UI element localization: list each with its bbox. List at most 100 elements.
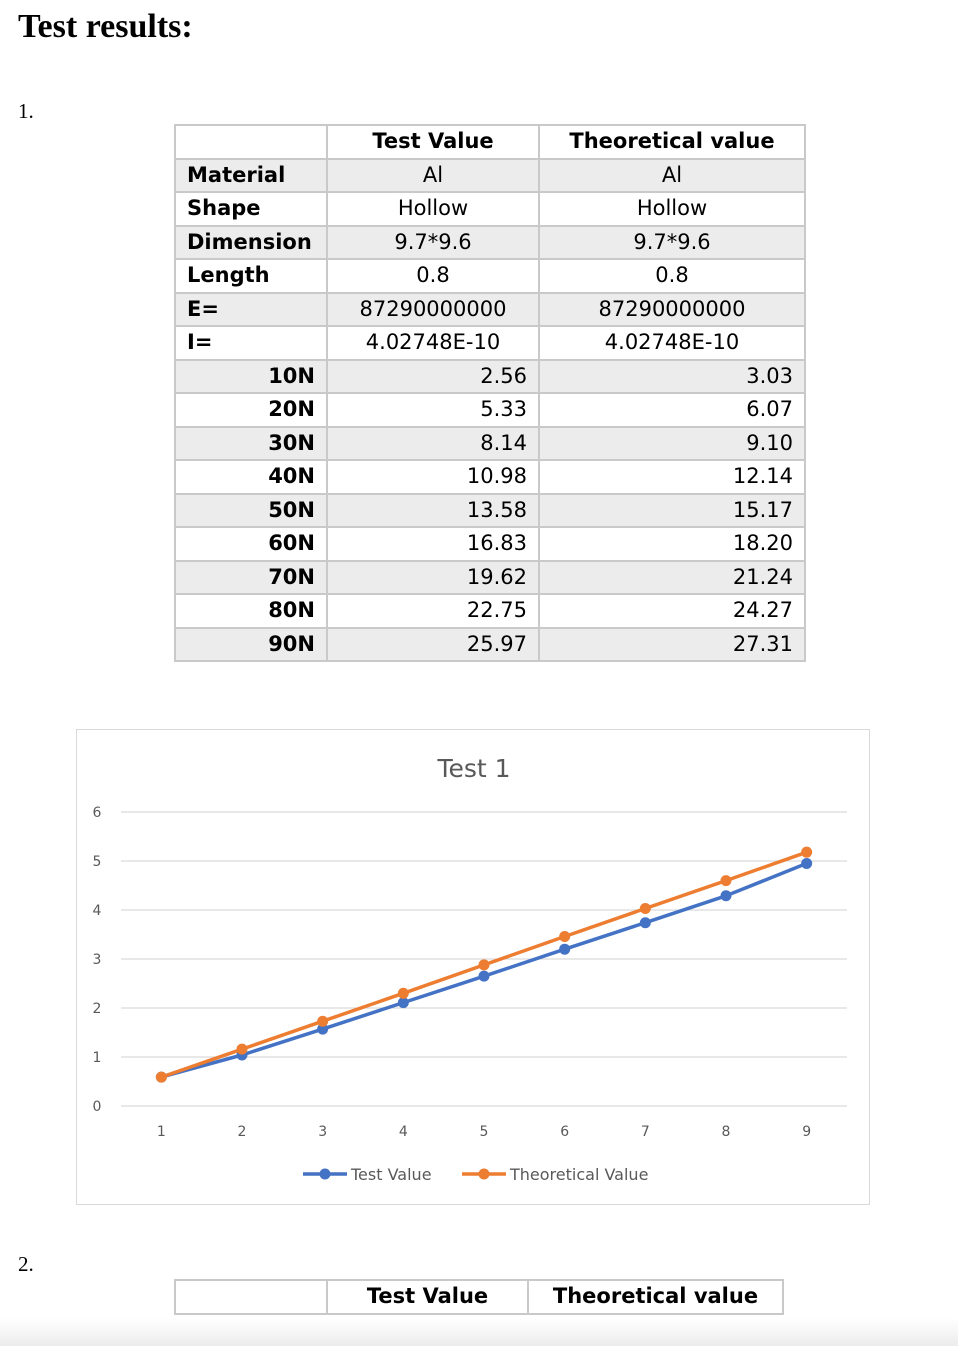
data-point	[720, 875, 732, 887]
force-label: 70N	[174, 559, 328, 595]
table-row: 20N 5.33 6.07	[174, 392, 806, 428]
x-tick-label: 1	[157, 1124, 166, 1140]
header-cell-empty	[174, 124, 328, 160]
chart-svg: Test 1 0 1 2 3 4 5 6 1 2 3 4 5 6 7 8 9 Test Value Theor…	[93, 754, 847, 1184]
row-label: Length	[174, 258, 328, 294]
data-point	[801, 857, 813, 869]
theoretical-value-cell: 15.17	[538, 492, 806, 528]
force-label: 90N	[174, 626, 328, 662]
table-row: Length 0.8 0.8	[174, 258, 806, 294]
y-tick-label: 0	[93, 1099, 102, 1115]
theoretical-value-cell: 24.27	[538, 593, 806, 629]
y-tick-label: 3	[93, 952, 102, 968]
item-number-1: 1.	[18, 99, 34, 123]
force-label: 30N	[174, 425, 328, 461]
data-point	[397, 997, 409, 1009]
data-point	[155, 1071, 167, 1083]
series-layer	[155, 846, 813, 1083]
x-tick-label: 8	[722, 1124, 731, 1140]
table-row: Shape Hollow Hollow	[174, 191, 806, 227]
force-label: 10N	[174, 358, 328, 394]
theoretical-value-cell: 0.8	[538, 258, 806, 294]
page-heading: Test results:	[18, 8, 193, 45]
legend-item: Theoretical Value	[462, 1165, 648, 1184]
test-value-cell: Hollow	[326, 191, 540, 227]
header-theoretical-value: Theoretical value	[527, 1279, 784, 1315]
force-label: 60N	[174, 526, 328, 562]
x-tick-label: 5	[480, 1124, 489, 1140]
legend-marker	[319, 1168, 331, 1180]
x-tick-label: 6	[560, 1124, 569, 1140]
test-value-cell: 16.83	[326, 526, 540, 562]
data-point	[559, 930, 571, 942]
y-tick-label: 6	[93, 805, 102, 821]
theoretical-value-cell: 9.7*9.6	[538, 224, 806, 260]
test-value-cell: 13.58	[326, 492, 540, 528]
theoretical-value-cell: Hollow	[538, 191, 806, 227]
test-value-cell: 87290000000	[326, 291, 540, 327]
x-tick-label: 3	[318, 1124, 327, 1140]
theoretical-value-cell: 4.02748E-10	[538, 325, 806, 361]
table-row: 70N 19.62 21.24	[174, 559, 806, 595]
theoretical-value-cell: Al	[538, 157, 806, 193]
data-point	[720, 890, 732, 902]
y-tick-label: 2	[93, 1001, 102, 1017]
y-tick-label: 5	[93, 854, 102, 870]
table-row: Dimension 9.7*9.6 9.7*9.6	[174, 224, 806, 260]
test-value-cell: 25.97	[326, 626, 540, 662]
force-label: 40N	[174, 459, 328, 495]
chart-title: Test 1	[436, 754, 510, 783]
y-tick-label: 1	[93, 1050, 102, 1066]
force-label: 50N	[174, 492, 328, 528]
data-point	[317, 1015, 329, 1027]
table-row: 90N 25.97 27.31	[174, 626, 806, 662]
row-label: E=	[174, 291, 328, 327]
x-tick-label: 2	[238, 1124, 247, 1140]
x-tick-label: 7	[641, 1124, 650, 1140]
legend-marker	[478, 1168, 490, 1180]
theoretical-value-cell: 6.07	[538, 392, 806, 428]
x-axis-tick-labels: 1 2 3 4 5 6 7 8 9	[157, 1124, 811, 1140]
legend-item: Test Value	[303, 1165, 432, 1184]
x-tick-label: 9	[802, 1124, 811, 1140]
theoretical-value-cell: 18.20	[538, 526, 806, 562]
test-value-cell: 5.33	[326, 392, 540, 428]
legend-label: Test Value	[350, 1165, 432, 1184]
force-label: 20N	[174, 392, 328, 428]
x-tick-label: 4	[399, 1124, 408, 1140]
test-value-cell: 2.56	[326, 358, 540, 394]
data-point	[639, 903, 651, 915]
row-label: Shape	[174, 191, 328, 227]
test-value-cell: 4.02748E-10	[326, 325, 540, 361]
y-tick-label: 4	[93, 903, 102, 919]
data-point	[317, 1023, 329, 1035]
legend-label: Theoretical Value	[509, 1165, 648, 1184]
header-test-value: Test Value	[326, 124, 540, 160]
page-bottom-shadow	[0, 1318, 958, 1346]
row-label: I=	[174, 325, 328, 361]
chart-legend: Test Value Theoretical Value	[303, 1165, 648, 1184]
data-point	[801, 846, 813, 858]
data-point	[639, 917, 651, 929]
row-label: Dimension	[174, 224, 328, 260]
gridlines	[121, 811, 847, 1107]
test-value-cell: 10.98	[326, 459, 540, 495]
header-test-value: Test Value	[326, 1279, 529, 1315]
theoretical-value-cell: 87290000000	[538, 291, 806, 327]
data-point	[236, 1043, 248, 1055]
test-value-cell: 0.8	[326, 258, 540, 294]
theoretical-value-cell: 9.10	[538, 425, 806, 461]
table-row: 40N 10.98 12.14	[174, 459, 806, 495]
results-table-2: Test Value Theoretical value	[174, 1279, 784, 1315]
table-row: 80N 22.75 24.27	[174, 593, 806, 629]
row-label: Material	[174, 157, 328, 193]
theoretical-value-cell: 12.14	[538, 459, 806, 495]
table-header-row: Test Value Theoretical value	[174, 1279, 784, 1315]
table-row: 10N 2.56 3.03	[174, 358, 806, 394]
series-1	[155, 857, 813, 1083]
test-value-cell: 9.7*9.6	[326, 224, 540, 260]
data-point	[559, 943, 571, 955]
theoretical-value-cell: 3.03	[538, 358, 806, 394]
table-row: 60N 16.83 18.20	[174, 526, 806, 562]
data-point	[478, 959, 490, 971]
